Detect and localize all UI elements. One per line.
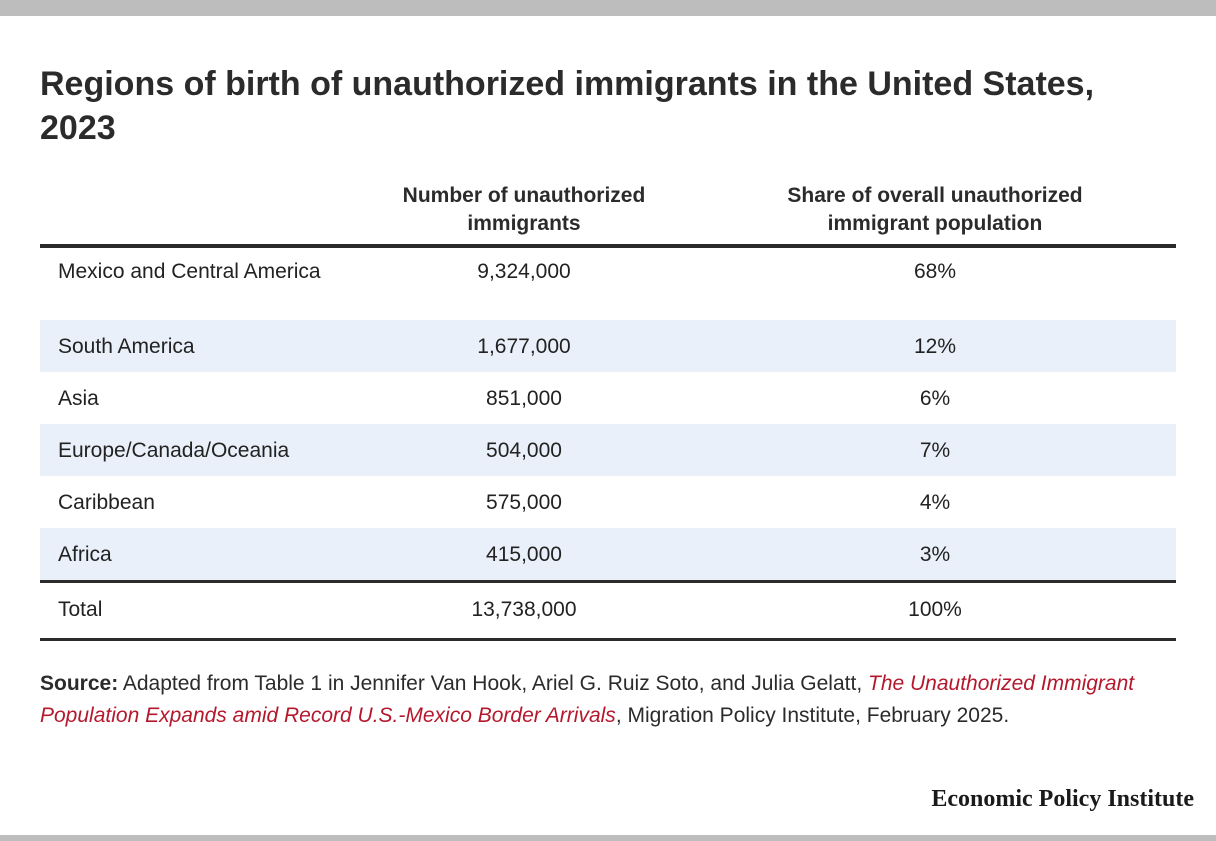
share-cell: 7% (919, 439, 951, 462)
source-note: Source: Adapted from Table 1 in Jennifer… (40, 668, 1160, 732)
region-label: South America (58, 335, 195, 358)
source-label: Source: (40, 672, 119, 695)
share-cell: 68% (913, 260, 957, 283)
region-label: Caribbean (58, 491, 155, 514)
region-label: Africa (58, 543, 112, 566)
number-cell: 415,000 (486, 543, 562, 566)
total-row: Total 13,738,000 100% (40, 583, 1176, 638)
chart-title: Regions of birth of unauthorized immigra… (40, 65, 1095, 147)
bottom-rule (40, 638, 1176, 641)
table-row: Africa 415,000 3% (40, 528, 1176, 580)
number-cell: 9,324,000 (477, 260, 571, 283)
number-cell: 851,000 (486, 387, 562, 410)
share-cell: 4% (919, 491, 951, 514)
total-label: Total (58, 598, 103, 621)
region-label: Asia (58, 387, 99, 410)
share-cell: 6% (919, 387, 951, 410)
total-share: 100% (908, 598, 962, 621)
total-number: 13,738,000 (471, 598, 577, 621)
column-header-share: Share of overall unauthorized immigrant … (787, 184, 1083, 235)
source-text-end: , Migration Policy Institute, February 2… (615, 704, 1010, 727)
data-table: Number of unauthorized immigrants Share … (40, 178, 1176, 641)
source-report-link[interactable]: The Unauthorized Immigrant Population Ex… (40, 672, 1135, 727)
bottom-border (0, 835, 1216, 841)
number-cell: 1,677,000 (477, 335, 571, 358)
number-cell: 575,000 (486, 491, 562, 514)
column-header-number: Number of unauthorized immigrants (402, 184, 646, 235)
table-row: Caribbean 575,000 4% (40, 476, 1176, 528)
table-row: Europe/Canada/Oceania 504,000 7% (40, 424, 1176, 476)
header-rule (40, 244, 1176, 248)
share-cell: 12% (913, 335, 957, 358)
table-header: Number of unauthorized immigrants Share … (40, 178, 1176, 244)
epi-logo: Economic Policy Institute (931, 786, 1194, 812)
top-border (0, 0, 1216, 16)
table-row: Asia 851,000 6% (40, 372, 1176, 424)
total-rule (40, 580, 1176, 583)
table-row: South America 1,677,000 12% (40, 320, 1176, 372)
table-row: Mexico and Central America 9,324,000 68% (40, 248, 1176, 320)
share-cell: 3% (919, 543, 951, 566)
number-cell: 504,000 (486, 439, 562, 462)
source-text: Adapted from Table 1 in Jennifer Van Hoo… (118, 672, 868, 695)
region-label: Europe/Canada/Oceania (58, 439, 290, 462)
region-label: Mexico and Central America (58, 260, 321, 283)
